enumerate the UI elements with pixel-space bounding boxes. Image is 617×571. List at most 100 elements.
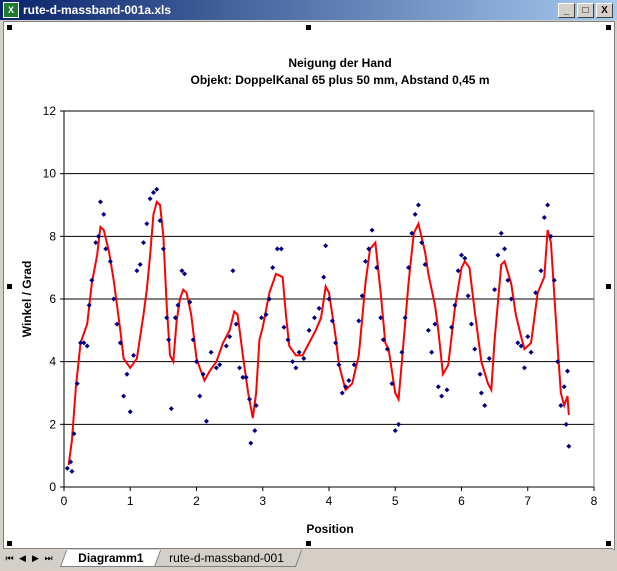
data-point <box>281 324 287 330</box>
selection-handle[interactable] <box>306 541 311 546</box>
data-point <box>141 240 146 246</box>
prev-sheet-button[interactable]: ◀ <box>19 552 26 563</box>
selection-handle[interactable] <box>306 25 311 30</box>
first-sheet-button[interactable]: ⏮ <box>5 552 14 563</box>
y-tick-label: 6 <box>49 292 56 306</box>
selection-handle[interactable] <box>606 25 611 30</box>
data-point <box>412 211 418 217</box>
data-point <box>425 327 431 333</box>
x-tick-label: 4 <box>326 494 333 508</box>
data-point <box>237 365 243 371</box>
data-point <box>495 252 501 258</box>
data-point <box>301 356 307 362</box>
selection-handle[interactable] <box>7 284 12 289</box>
moving-average-line <box>67 199 570 466</box>
next-sheet-button[interactable]: ▶ <box>32 552 39 563</box>
data-point <box>515 340 521 346</box>
data-point <box>131 352 137 358</box>
data-point <box>545 202 551 208</box>
tab-rute-d-massband-001[interactable]: rute-d-massband-001 <box>151 549 303 567</box>
data-point <box>258 315 264 321</box>
chart-title: Neigung der Hand <box>288 56 391 70</box>
data-point <box>343 384 349 390</box>
data-point <box>154 186 160 192</box>
data-point <box>533 290 539 296</box>
data-point <box>68 459 74 465</box>
data-point <box>486 356 492 362</box>
data-point <box>200 371 206 377</box>
data-point <box>366 246 372 252</box>
y-tick-label: 4 <box>49 355 56 369</box>
data-point <box>462 255 468 261</box>
data-point <box>190 337 196 343</box>
selection-handle[interactable] <box>606 541 611 546</box>
data-point <box>449 324 455 330</box>
data-point <box>329 318 335 324</box>
chart: Neigung der Hand Objekt: DoppelKanal 65 … <box>20 56 598 536</box>
chart-sheet[interactable]: Neigung der Hand Objekt: DoppelKanal 65 … <box>3 21 615 550</box>
data-point <box>164 315 170 321</box>
data-point <box>508 296 514 302</box>
tab-diagramm1[interactable]: Diagramm1 <box>59 549 162 567</box>
data-point <box>217 362 223 368</box>
window-title-bar: X rute-d-massband-001a.xls _ □ X <box>0 0 617 20</box>
sheet-tabs-bar: ⏮ ◀ ▶ ⏭ Diagramm1 rute-d-massband-001 <box>3 548 613 567</box>
data-point <box>321 274 327 280</box>
data-point <box>477 371 483 377</box>
data-point <box>419 240 425 246</box>
data-point <box>311 315 317 321</box>
x-tick-label: 0 <box>61 494 68 508</box>
last-sheet-button[interactable]: ⏭ <box>44 552 53 563</box>
data-point <box>551 277 557 283</box>
data-point <box>452 302 458 308</box>
data-point <box>243 374 249 380</box>
y-tick-label: 8 <box>49 229 56 243</box>
data-point <box>346 377 352 383</box>
data-point <box>326 296 332 302</box>
data-point <box>558 403 564 409</box>
selection-handle[interactable] <box>7 541 12 546</box>
data-point <box>351 362 357 368</box>
data-point <box>150 189 156 195</box>
data-point <box>274 246 280 252</box>
x-tick-label: 6 <box>458 494 465 508</box>
data-point <box>422 262 428 268</box>
data-point <box>208 349 214 355</box>
data-point <box>114 321 120 327</box>
x-axis-label: Position <box>306 522 353 536</box>
minimize-button[interactable]: _ <box>558 3 575 18</box>
data-point <box>182 271 188 277</box>
data-point <box>252 428 258 434</box>
data-point <box>435 384 441 390</box>
data-point <box>362 258 368 264</box>
data-point <box>399 349 405 355</box>
maximize-button[interactable]: □ <box>577 3 594 18</box>
data-point <box>518 343 524 349</box>
selection-handle[interactable] <box>606 284 611 289</box>
data-point <box>248 440 254 446</box>
data-point <box>69 468 75 474</box>
x-tick-label: 1 <box>127 494 134 508</box>
data-point <box>285 337 291 343</box>
data-point <box>266 296 272 302</box>
data-point <box>468 321 474 327</box>
data-point <box>166 337 172 343</box>
data-point <box>492 287 498 293</box>
data-point <box>71 431 77 437</box>
data-point <box>525 334 531 340</box>
data-point <box>482 403 488 409</box>
x-tick-label: 2 <box>193 494 200 508</box>
data-point <box>356 318 362 324</box>
data-point <box>74 381 80 387</box>
tab-label: rute-d-massband-001 <box>169 550 285 565</box>
data-point <box>323 243 329 249</box>
data-point <box>144 221 150 227</box>
data-point <box>160 246 166 252</box>
data-point <box>429 349 435 355</box>
tab-label: Diagramm1 <box>78 550 144 565</box>
selection-handle[interactable] <box>7 25 12 30</box>
close-button[interactable]: X <box>596 3 613 18</box>
data-point <box>380 337 386 343</box>
data-point <box>172 315 178 321</box>
data-point <box>290 359 296 365</box>
